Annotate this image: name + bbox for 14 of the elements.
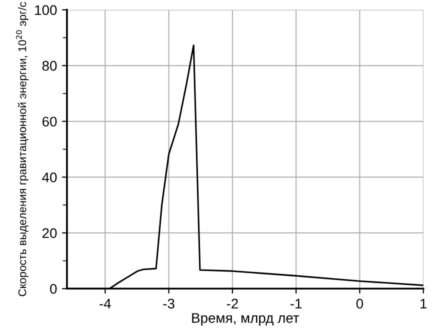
x-tick-label: -1	[290, 298, 302, 308]
y-tick-label: 60	[42, 116, 57, 127]
x-tick-label: -4	[100, 298, 111, 308]
y-tick-label: 40	[42, 172, 57, 182]
x-tick-label: 1	[420, 298, 427, 308]
x-tick-label: -2	[226, 298, 238, 308]
y-tick-label: 0	[50, 284, 57, 294]
y-tick-label: 100	[35, 5, 57, 16]
x-tick-label: -3	[163, 298, 174, 309]
y-tick-label: 20	[42, 228, 57, 238]
y-tick-label: 80	[42, 60, 57, 71]
x-tick-label: 0	[356, 298, 364, 309]
y-axis-title: Скорость выделения гравитационной энергии, 10$^{20}$ эрг/с	[16, 2, 28, 296]
x-axis-title: Время, млрд лет	[192, 313, 300, 326]
